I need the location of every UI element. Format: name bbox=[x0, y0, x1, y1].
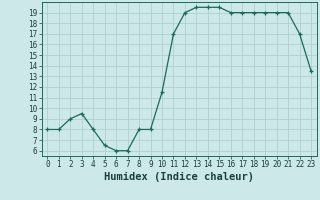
X-axis label: Humidex (Indice chaleur): Humidex (Indice chaleur) bbox=[104, 172, 254, 182]
